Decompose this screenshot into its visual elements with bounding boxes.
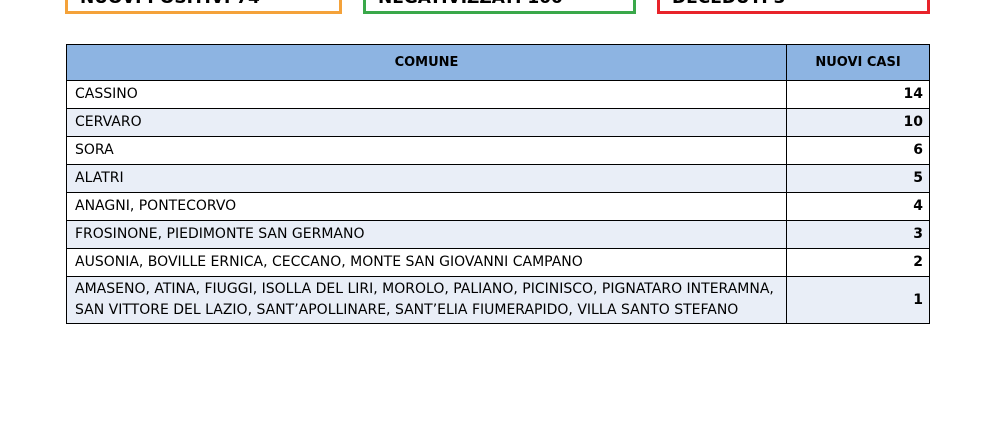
cases-cell: 14 bbox=[786, 80, 930, 109]
cases-table: COMUNE NUOVI CASI CASSINO 14 CERVARO 10 SORA… bbox=[66, 44, 930, 324]
comune-cell: CASSINO bbox=[66, 80, 787, 109]
comune-cell: CERVARO bbox=[66, 108, 787, 137]
deaths-box: DECEDUTI 3 bbox=[657, 0, 930, 14]
comune-cell: SORA bbox=[66, 136, 787, 165]
table-row: ALATRI 5 bbox=[66, 164, 930, 193]
comune-cell: FROSINONE, PIEDIMONTE SAN GERMANO bbox=[66, 220, 787, 249]
comune-cell: AUSONIA, BOVILLE ERNICA, CECCANO, MONTE … bbox=[66, 248, 787, 277]
negatives-box: NEGATIVIZZATI 100 bbox=[363, 0, 636, 14]
header-row: COMUNE NUOVI CASI bbox=[66, 44, 930, 81]
table-row: AUSONIA, BOVILLE ERNICA, CECCANO, MONTE … bbox=[66, 248, 930, 277]
table-body: CASSINO 14 CERVARO 10 SORA 6 ALATRI 5 ANAGNI, PO… bbox=[66, 80, 930, 324]
cases-cell: 2 bbox=[786, 248, 930, 277]
cases-cell: 10 bbox=[786, 108, 930, 137]
table-row: CERVARO 10 bbox=[66, 108, 930, 137]
table-row: CASSINO 14 bbox=[66, 80, 930, 109]
header-cell: COMUNE bbox=[66, 44, 787, 81]
table-row: ANAGNI, PONTECORVO 4 bbox=[66, 192, 930, 221]
comune-cell: ALATRI bbox=[66, 164, 787, 193]
cases-cell: 6 bbox=[786, 136, 930, 165]
table-row: AMASENO, ATINA, FIUGGI, ISOLLA DEL LIRI,… bbox=[66, 276, 930, 324]
table-row: FROSINONE, PIEDIMONTE SAN GERMANO 3 bbox=[66, 220, 930, 249]
cases-cell: 4 bbox=[786, 192, 930, 221]
positives-box: NUOVI POSITIVI 74 bbox=[65, 0, 342, 14]
comune-cell: AMASENO, ATINA, FIUGGI, ISOLLA DEL LIRI,… bbox=[66, 276, 787, 324]
cases-cell: 1 bbox=[786, 276, 930, 324]
comune-cell: ANAGNI, PONTECORVO bbox=[66, 192, 787, 221]
header-cell: NUOVI CASI bbox=[786, 44, 930, 81]
table-row: SORA 6 bbox=[66, 136, 930, 165]
cases-cell: 5 bbox=[786, 164, 930, 193]
cases-cell: 3 bbox=[786, 220, 930, 249]
